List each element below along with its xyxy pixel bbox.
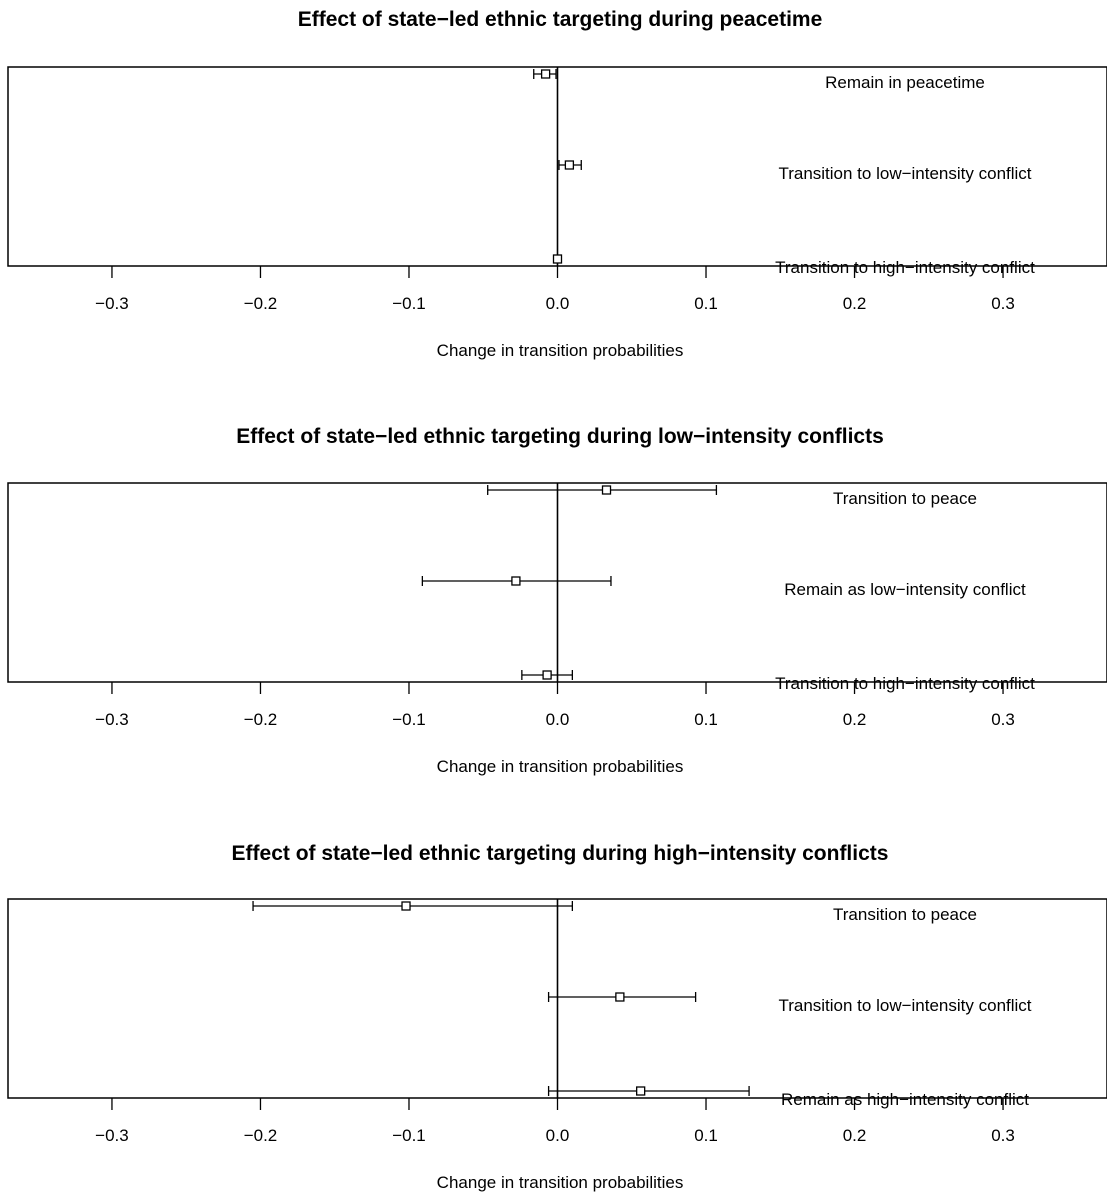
outcome-label: Remain as low−intensity conflict — [784, 580, 1026, 599]
outcome-label: Transition to low−intensity conflict — [778, 996, 1031, 1015]
x-tick-label: 0.0 — [546, 294, 570, 313]
outcome-label: Transition to low−intensity conflict — [778, 164, 1031, 183]
point-estimate — [540, 69, 551, 79]
x-tick-label: −0.3 — [95, 294, 129, 313]
x-tick-label: 0.1 — [694, 710, 718, 729]
x-tick-label: 0.0 — [546, 1126, 570, 1145]
point-estimate — [615, 992, 625, 1002]
error-bars: Remain in peacetime Transition to low−int… — [533, 67, 1035, 277]
point-estimate — [552, 254, 563, 264]
point-estimate — [401, 901, 411, 911]
x-tick-label: 0.3 — [991, 294, 1015, 313]
x-tick-label: −0.3 — [95, 710, 129, 729]
outcome-label: Transition to high−intensity conflict — [775, 674, 1035, 693]
error-bars: Transition to peace Transition to low−int… — [252, 899, 1032, 1109]
outcome-label: Remain as high−intensity conflict — [781, 1090, 1029, 1109]
x-axis: −0.3 −0.2 −0.1 0.0 0.1 0.2 0.3 — [95, 1098, 1015, 1145]
panel-high-intensity: Effect of state−led ethnic targeting dur… — [7, 842, 1107, 1192]
error-bars: Transition to peace Remain as low−intensi… — [421, 483, 1035, 693]
x-tick-label: 0.3 — [991, 1126, 1015, 1145]
x-tick-label: 0.1 — [694, 294, 718, 313]
x-tick-label: 0.2 — [843, 294, 867, 313]
x-tick-label: 0.2 — [843, 710, 867, 729]
x-axis: −0.3 −0.2 −0.1 0.0 0.1 0.2 0.3 — [95, 682, 1015, 729]
point-estimate — [636, 1086, 646, 1096]
x-tick-label: −0.1 — [392, 294, 426, 313]
panel-title: Effect of state−led ethnic targeting dur… — [236, 425, 884, 448]
outcome-label: Transition to high−intensity conflict — [775, 258, 1035, 277]
point-estimate — [564, 160, 575, 170]
x-axis-label: Change in transition probabilities — [437, 1173, 684, 1192]
panel-title: Effect of state−led ethnic targeting dur… — [298, 8, 823, 31]
x-tick-label: 0.2 — [843, 1126, 867, 1145]
x-tick-label: −0.3 — [95, 1126, 129, 1145]
outcome-label: Remain in peacetime — [825, 73, 985, 92]
point-estimate — [601, 485, 612, 495]
point-estimate — [542, 670, 552, 680]
x-tick-label: −0.1 — [392, 1126, 426, 1145]
x-tick-label: −0.1 — [392, 710, 426, 729]
outcome-label: Transition to peace — [833, 905, 977, 924]
outcome-label: Transition to peace — [833, 489, 977, 508]
point-estimate — [511, 576, 521, 586]
panel-title: Effect of state−led ethnic targeting dur… — [232, 842, 889, 865]
x-axis-label: Change in transition probabilities — [437, 757, 684, 776]
x-tick-label: 0.3 — [991, 710, 1015, 729]
x-tick-label: −0.2 — [244, 294, 278, 313]
x-tick-label: 0.0 — [546, 710, 570, 729]
x-tick-label: −0.2 — [244, 710, 278, 729]
x-axis-label: Change in transition probabilities — [437, 341, 684, 360]
x-axis: −0.3 −0.2 −0.1 0.0 0.1 0.2 0.3 — [95, 266, 1015, 313]
panel-low-intensity: Effect of state−led ethnic targeting dur… — [7, 425, 1107, 776]
x-tick-label: −0.2 — [244, 1126, 278, 1145]
x-tick-label: 0.1 — [694, 1126, 718, 1145]
panel-peacetime: Effect of state−led ethnic targeting dur… — [7, 8, 1107, 360]
